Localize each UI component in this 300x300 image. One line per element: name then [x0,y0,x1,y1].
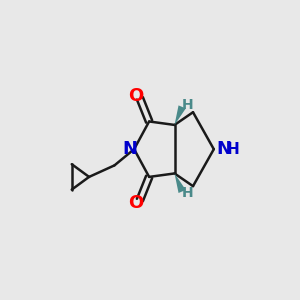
Text: N: N [122,140,137,158]
Polygon shape [175,105,186,125]
Text: H: H [182,186,193,200]
Text: H: H [182,98,193,112]
Polygon shape [175,173,186,193]
Text: O: O [128,87,143,105]
Text: O: O [128,194,143,212]
Text: N: N [216,140,231,158]
Text: H: H [226,142,239,157]
